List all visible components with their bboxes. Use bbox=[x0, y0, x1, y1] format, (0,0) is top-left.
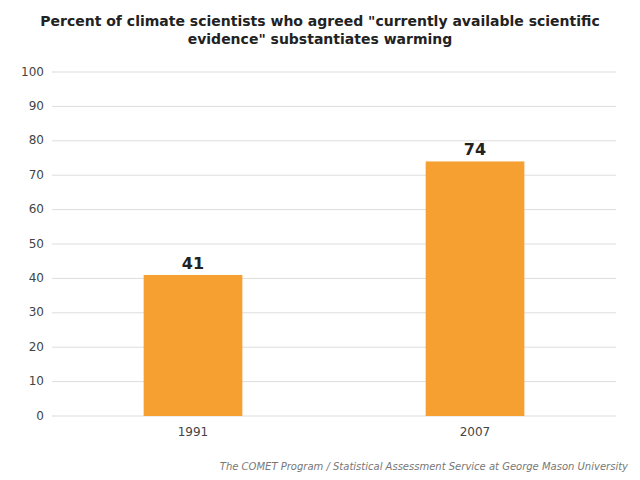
grid-line bbox=[52, 244, 616, 245]
title: Percent of climate scientists who agreed… bbox=[40, 13, 599, 47]
x-tick-label: 1991 bbox=[178, 425, 209, 439]
y-tick-label: 30 bbox=[29, 305, 44, 319]
bar bbox=[144, 275, 243, 416]
y-tick-label: 70 bbox=[29, 168, 44, 182]
bar bbox=[426, 161, 525, 416]
grid-line bbox=[52, 72, 616, 73]
grid-line bbox=[52, 416, 616, 417]
grid-line bbox=[52, 278, 616, 279]
grid-line bbox=[52, 209, 616, 210]
page: {"chart_data": {"type": "bar", "title": … bbox=[0, 0, 640, 480]
y-tick-label: 20 bbox=[29, 340, 44, 354]
grid-line bbox=[52, 175, 616, 176]
footnote: The COMET Program / Statistical Assessme… bbox=[220, 461, 629, 472]
title-line: evidence" substantiates warming bbox=[188, 31, 453, 47]
chart-container: 0 10 20 30 40 50 60 70 80 90 100 41 1991 74 2007 Percen… bbox=[0, 0, 640, 480]
y-tick-label: 10 bbox=[29, 374, 44, 388]
grid-line bbox=[52, 381, 616, 382]
title-line: Percent of climate scientists who agreed… bbox=[40, 13, 599, 29]
y-tick-label: 50 bbox=[29, 237, 44, 251]
y-axis: 0 10 20 30 40 50 60 70 80 90 100 bbox=[21, 65, 616, 423]
labels: 41 1991 74 2007 bbox=[178, 140, 491, 439]
y-tick-label: 40 bbox=[29, 271, 44, 285]
y-tick-label: 0 bbox=[36, 409, 44, 423]
y-tick-label: 90 bbox=[29, 99, 44, 113]
grid-line bbox=[52, 312, 616, 313]
chart: 0 10 20 30 40 50 60 70 80 90 100 41 1991 74 2007 Percen… bbox=[0, 0, 640, 480]
x-tick-label: 2007 bbox=[460, 425, 491, 439]
y-tick-label: 80 bbox=[29, 133, 44, 147]
data-label: 41 bbox=[182, 254, 204, 273]
bars bbox=[144, 161, 525, 416]
data-label: 74 bbox=[464, 140, 486, 159]
grid-line bbox=[52, 106, 616, 107]
y-tick-label: 60 bbox=[29, 202, 44, 216]
grid-line bbox=[52, 347, 616, 348]
y-tick-label: 100 bbox=[21, 65, 44, 79]
grid-line bbox=[52, 140, 616, 141]
